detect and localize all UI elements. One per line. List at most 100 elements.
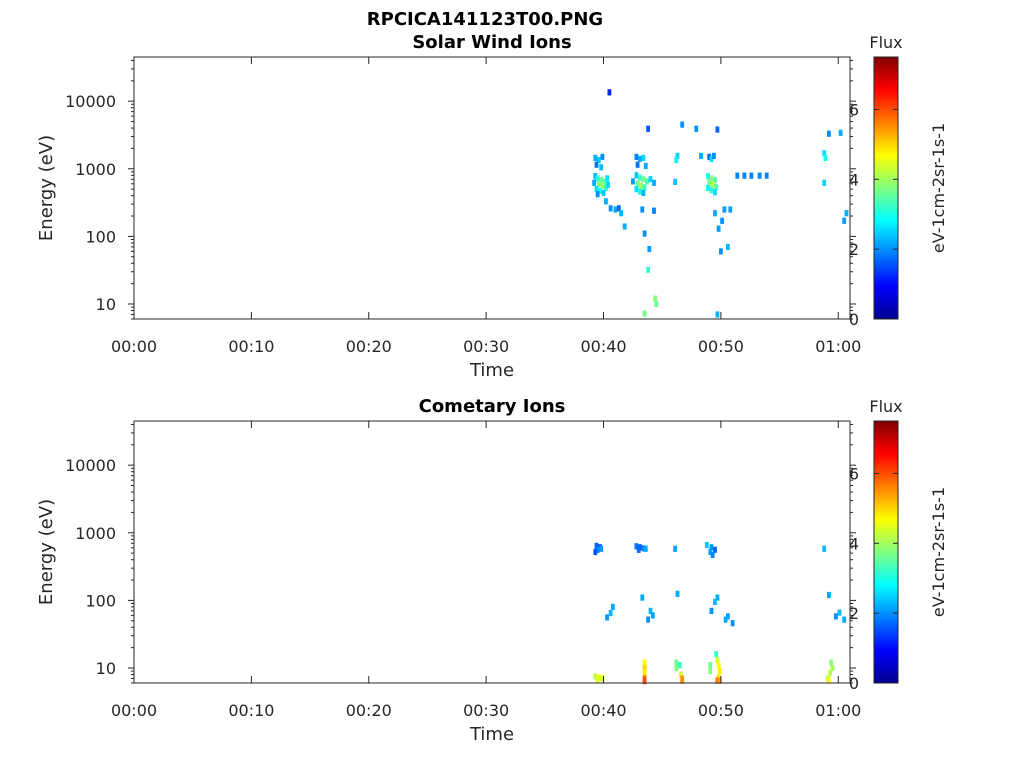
heatmap-cells <box>593 541 847 685</box>
heatmap-cell <box>640 206 645 213</box>
heatmap-cell <box>638 174 642 181</box>
heatmap-cell <box>827 591 831 599</box>
heatmap-cell <box>601 189 606 196</box>
heatmap-cell <box>642 659 647 666</box>
x-tick-label: 00:00 <box>111 337 157 356</box>
heatmap-cell <box>604 184 608 192</box>
heatmap-cell <box>708 668 713 675</box>
heatmap-cell <box>643 162 648 170</box>
heatmap-cell <box>677 662 682 669</box>
heatmap-cell <box>673 545 677 552</box>
heatmap-cell <box>605 175 609 182</box>
heatmap-cell <box>600 182 605 189</box>
x-tick-label: 00:30 <box>463 337 509 356</box>
colorbar-tick-label: 2 <box>849 604 859 623</box>
x-tick-label: 00:00 <box>111 701 157 720</box>
heatmap-cell <box>596 156 601 164</box>
heatmap-cell <box>641 176 646 183</box>
heatmap-cell <box>593 673 598 680</box>
heatmap-cell <box>713 598 717 605</box>
x-tick-label: 00:40 <box>580 337 626 356</box>
x-tick-label: 01:00 <box>815 701 861 720</box>
heatmap-cell <box>675 590 680 597</box>
x-tick-label: 00:20 <box>346 337 392 356</box>
heatmap-cell <box>642 184 647 191</box>
heatmap-cell <box>716 225 721 232</box>
heatmap-cell <box>716 662 721 669</box>
heatmap-cell <box>827 130 831 137</box>
heatmap-cell <box>622 223 627 230</box>
heatmap-cell <box>638 188 642 195</box>
heatmap-cell <box>604 198 608 205</box>
heatmap-cell <box>611 603 615 610</box>
heatmap-cell <box>652 179 656 186</box>
heatmap-cell <box>842 217 847 224</box>
heatmap-cell <box>715 311 720 318</box>
heatmap-cell <box>608 205 613 212</box>
heatmap-cell <box>593 173 598 180</box>
heatmap-cell <box>764 172 769 179</box>
heatmap-cell <box>599 164 604 171</box>
y-tick-label: 10 <box>96 659 116 678</box>
heatmap-cell <box>715 677 720 684</box>
x-tick-label: 00:10 <box>228 337 274 356</box>
colorbar-tick-label: 4 <box>849 534 859 553</box>
heatmap-cell <box>675 152 680 159</box>
y-tick-label: 10000 <box>65 456 116 475</box>
heatmap-cell <box>650 612 655 619</box>
heatmap-cell <box>720 217 724 224</box>
heatmap-cell <box>713 189 717 196</box>
x-tick-label: 00:50 <box>698 337 744 356</box>
heatmap-cell <box>607 89 612 96</box>
panel-title: Cometary Ions <box>419 396 566 417</box>
heatmap-cell <box>713 210 717 217</box>
heatmap-cell <box>616 205 621 212</box>
heatmap-cell <box>599 177 604 184</box>
heatmap-cell <box>680 677 685 684</box>
heatmap-cell <box>723 616 728 623</box>
heatmap-cell <box>636 546 641 553</box>
y-axis-label: Energy (eV) <box>36 499 57 605</box>
heatmap-cell <box>652 207 656 214</box>
heatmap-cell <box>706 173 710 180</box>
heatmap-cell <box>828 669 832 676</box>
heatmap-cell <box>647 245 652 253</box>
heatmap-cell <box>709 544 714 551</box>
heatmap-cell <box>699 152 703 159</box>
heatmap-cell <box>749 172 754 179</box>
heatmap-cell <box>822 545 827 552</box>
heatmap-cell <box>708 662 713 669</box>
heatmap-cell <box>714 183 719 190</box>
heatmap-cell <box>822 150 827 157</box>
colorbar-tick-label: 6 <box>849 464 859 483</box>
heatmap-cell <box>674 659 679 666</box>
heatmap-cell <box>694 125 699 132</box>
heatmap-cell <box>638 155 642 162</box>
heatmap-cell <box>709 187 714 194</box>
figure-title: RPCICA141123T00.PNG <box>367 9 603 30</box>
heatmap-cell <box>717 677 722 684</box>
heatmap-cell <box>709 607 714 614</box>
x-tick-label: 00:10 <box>228 701 274 720</box>
heatmap-cell <box>730 620 735 627</box>
heatmap-cell <box>827 677 831 684</box>
heatmap-cell <box>635 180 640 187</box>
heatmap-cell <box>714 651 719 658</box>
heatmap-cell <box>592 179 596 186</box>
colorbar-tick-label: 6 <box>849 100 859 119</box>
y-tick-label: 100 <box>85 591 116 610</box>
heatmap-cell <box>606 181 611 188</box>
heatmap-cell <box>594 542 599 549</box>
heatmap-cell <box>674 156 679 164</box>
heatmap-cell <box>674 664 679 672</box>
heatmap-cell <box>708 548 713 556</box>
heatmap-cell <box>640 594 645 601</box>
heatmap-cell <box>710 181 715 188</box>
heatmap-cell <box>594 161 599 168</box>
colorbar-tick-label: 0 <box>849 674 859 693</box>
x-tick-label: 00:40 <box>580 701 626 720</box>
heatmap-cell <box>619 210 623 217</box>
heatmap-cells <box>592 89 849 318</box>
heatmap-cell <box>679 671 683 678</box>
